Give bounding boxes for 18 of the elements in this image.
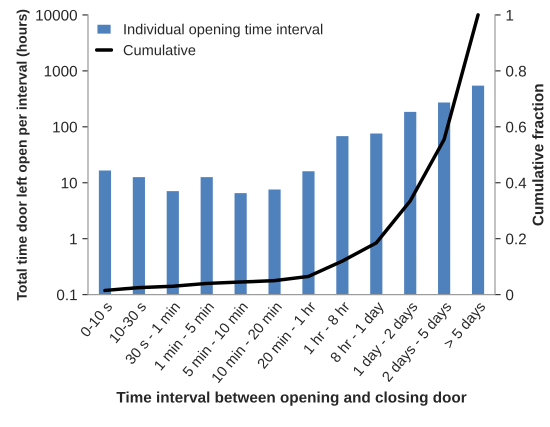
legend-label: Cumulative — [124, 44, 196, 56]
y-tick-label: 0.1 — [56, 290, 77, 300]
x-axis-title: Time interval between opening and closing door — [116, 391, 466, 406]
y2-tick-label: 0.6 — [506, 122, 526, 133]
y-tick-label: 1 — [70, 234, 77, 244]
y-tick-label: 100 — [53, 122, 77, 133]
y-axis-title: Total time door left open per interval (hours) — [16, 10, 30, 300]
y2-tick-label: 1 — [506, 10, 514, 20]
y2-tick-label: 0 — [506, 290, 514, 300]
y-tick-label: 10 — [62, 178, 77, 188]
y2-tick-label: 0.2 — [506, 234, 526, 244]
y-tick-label: 10000 — [36, 10, 77, 21]
y-tick-label: 1000 — [44, 66, 77, 77]
y2-tick-label: 0.4 — [506, 178, 526, 188]
y2-tick-label: 0.8 — [506, 66, 526, 77]
y2-axis-title: Cumulative fraction — [532, 84, 544, 226]
legend-label: Individual opening time interval — [124, 24, 322, 38]
line-series — [103, 13, 480, 292]
